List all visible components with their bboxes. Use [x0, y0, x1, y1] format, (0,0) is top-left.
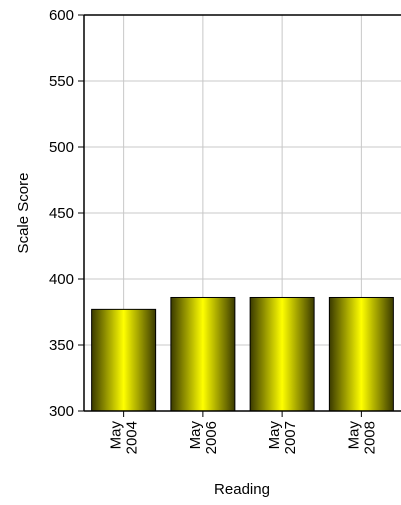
- y-tick-labels: 300 350 400 450 500 550 600: [49, 7, 84, 420]
- y-tick-label: 600: [49, 7, 74, 24]
- x-tick-label: 2006: [203, 421, 220, 454]
- x-axis-title: Reading: [214, 481, 270, 498]
- bar: [170, 296, 236, 412]
- x-tick-label: May: [187, 421, 204, 450]
- x-tick-label: 2008: [361, 421, 378, 454]
- y-tick-label: 300: [49, 403, 74, 420]
- bar: [328, 296, 394, 412]
- x-tick-label: May: [108, 421, 125, 450]
- bars: [91, 296, 394, 412]
- x-tick-label: 2007: [282, 421, 299, 454]
- x-tick-labels: May 2004 May 2006 May 2007 May 2008: [108, 411, 378, 454]
- y-tick-label: 550: [49, 73, 74, 90]
- x-tick-label: May: [266, 421, 283, 450]
- bar: [91, 308, 157, 412]
- y-tick-label: 450: [49, 205, 74, 222]
- y-axis-title: Scale Score: [15, 173, 32, 254]
- y-tick-label: 400: [49, 271, 74, 288]
- x-tick-label: 2004: [124, 421, 141, 454]
- x-tick-label: May: [345, 421, 362, 450]
- y-tick-label: 350: [49, 337, 74, 354]
- y-tick-label: 500: [49, 139, 74, 156]
- bar: [249, 296, 315, 412]
